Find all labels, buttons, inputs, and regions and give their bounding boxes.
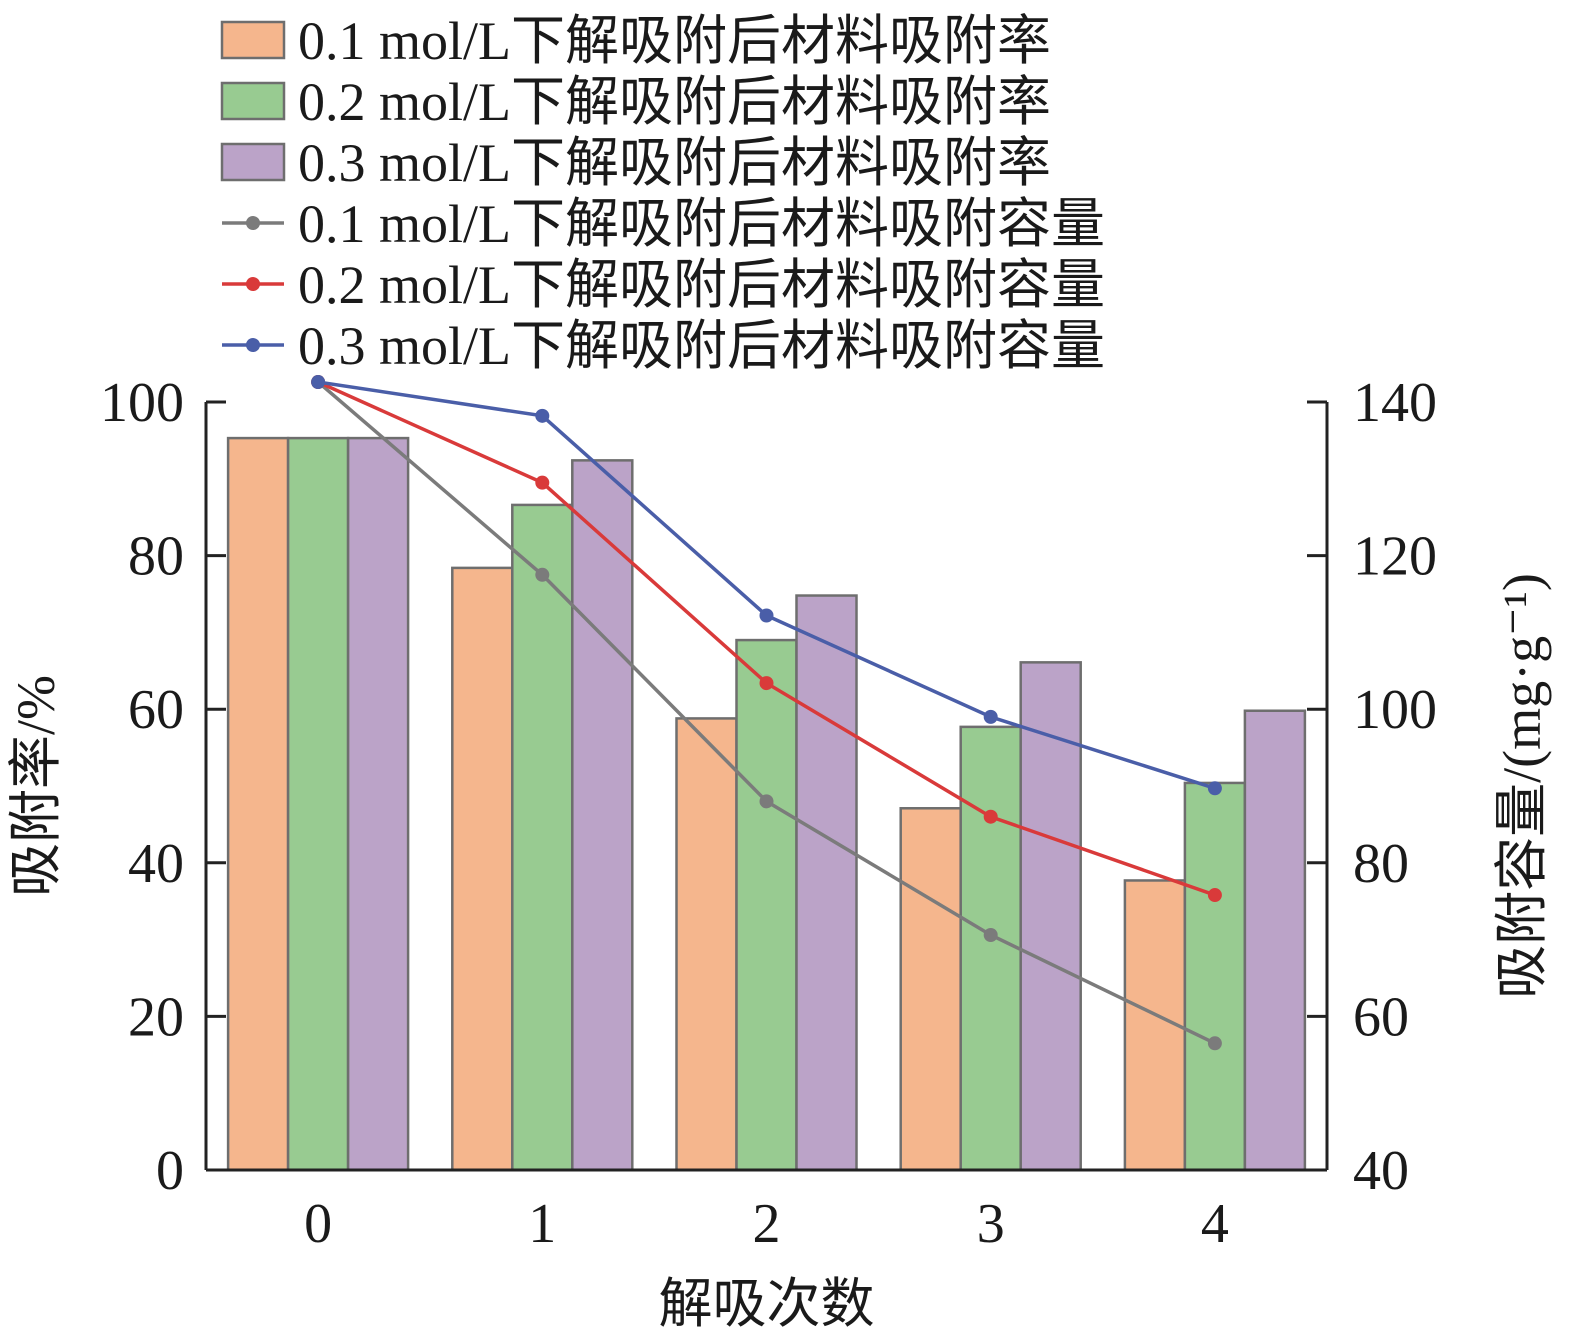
legend-label-bar2: 0.2 mol/L下解吸附后材料吸附率 xyxy=(298,72,1051,132)
bar-series2-cat3 xyxy=(959,725,1022,1172)
bar-series3-cat2 xyxy=(795,594,858,1172)
bar-series1-cat3 xyxy=(899,807,962,1172)
line-point-series2-cat3 xyxy=(983,809,998,824)
line-point-series3-cat4 xyxy=(1207,781,1222,796)
bar-series3-cat3 xyxy=(1019,661,1082,1172)
y-right-tick-label: 80 xyxy=(1353,833,1409,895)
line-point-series1-cat2 xyxy=(759,794,774,809)
line-point-series1-cat1 xyxy=(535,567,550,582)
line-layer xyxy=(311,375,1222,1051)
line-point-series1-cat4 xyxy=(1207,1036,1222,1051)
y-left-tick-label: 20 xyxy=(128,986,184,1048)
bar-series2-cat0 xyxy=(286,436,350,1172)
y-axis-right-title: 吸附容量/(mg·g⁻¹) xyxy=(1492,573,1552,999)
legend-swatch-bar1 xyxy=(220,20,286,60)
line-point-series3-cat1 xyxy=(535,408,550,423)
y-right-tick-label: 40 xyxy=(1353,1140,1409,1202)
legend-marker-line3 xyxy=(246,338,260,352)
line-point-series1-cat3 xyxy=(983,927,998,942)
y-left-tick-label: 100 xyxy=(100,372,184,434)
line-point-series2-cat4 xyxy=(1207,888,1222,903)
bar-series3-cat1 xyxy=(571,459,634,1172)
bar-series3-cat4 xyxy=(1243,709,1307,1172)
x-axis-title: 解吸次数 xyxy=(659,1274,875,1334)
y-left-tick-label: 60 xyxy=(128,679,184,741)
line-point-series3-cat3 xyxy=(983,709,998,724)
legend-label-line2: 0.2 mol/L下解吸附后材料吸附容量 xyxy=(298,255,1105,315)
label-layer: 0 20 40 60 80 100 40 60 80 100 120 140 0 1 2 3 4 解吸次数 吸附率/… xyxy=(6,372,1552,1334)
y-right-tick-label: 60 xyxy=(1353,986,1409,1048)
line-point-series2-cat1 xyxy=(535,475,550,490)
axes-layer xyxy=(204,400,1329,1172)
y-right-tick-label: 140 xyxy=(1353,372,1437,434)
x-tick-label: 0 xyxy=(304,1193,332,1255)
bar-series2-cat2 xyxy=(735,638,798,1172)
x-tick-label: 3 xyxy=(977,1193,1005,1255)
legend-label-line1: 0.1 mol/L下解吸附后材料吸附容量 xyxy=(298,194,1105,254)
legend-marker-line2 xyxy=(246,277,260,291)
line-point-series2-cat2 xyxy=(759,676,774,691)
bar-series2-cat4 xyxy=(1183,781,1247,1172)
x-tick-label: 2 xyxy=(753,1193,781,1255)
bar-series3-cat0 xyxy=(346,436,410,1172)
legend-label-bar3: 0.3 mol/L下解吸附后材料吸附率 xyxy=(298,133,1051,193)
x-tick-label: 4 xyxy=(1201,1193,1229,1255)
legend-label-line3: 0.3 mol/L下解吸附后材料吸附容量 xyxy=(298,316,1105,376)
y-axis-left-title: 吸附率/% xyxy=(6,675,66,897)
legend-marker-line1 xyxy=(246,216,260,230)
bar-series2-cat1 xyxy=(511,503,574,1172)
bar-series1-cat0 xyxy=(226,436,290,1172)
legend-swatch-bar3 xyxy=(220,142,286,182)
y-right-tick-label: 120 xyxy=(1353,526,1437,588)
legend-swatch-bar2 xyxy=(220,81,286,121)
y-right-tick-label: 100 xyxy=(1353,679,1437,741)
bar-series1-cat1 xyxy=(451,566,514,1172)
y-left-tick-label: 0 xyxy=(156,1140,184,1202)
x-tick-label: 1 xyxy=(528,1193,556,1255)
legend-label-bar1: 0.1 mol/L下解吸附后材料吸附率 xyxy=(298,11,1051,71)
line-point-series3-cat2 xyxy=(759,608,774,623)
y-left-tick-label: 80 xyxy=(128,526,184,588)
y-left-tick-label: 40 xyxy=(128,833,184,895)
line-point-series3-cat0 xyxy=(311,375,326,390)
bar-series1-cat2 xyxy=(675,717,738,1172)
